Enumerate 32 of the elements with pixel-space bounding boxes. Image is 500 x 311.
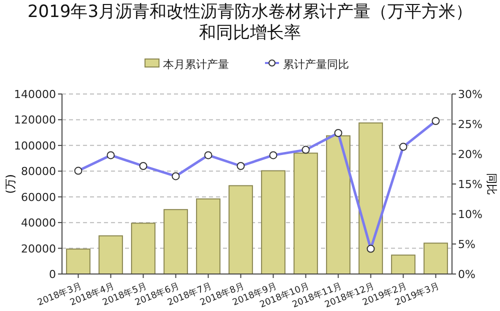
bar (228, 185, 253, 274)
bar (66, 248, 90, 274)
y2-tick-label: 20% (458, 148, 482, 161)
y-tick-label: 120000 (14, 114, 56, 127)
bar (358, 122, 383, 274)
bar (261, 170, 286, 274)
y-tick-label: 20000 (21, 242, 56, 256)
y2-tick-label: 10% (458, 208, 482, 221)
legend-label: 本月累计产量 (163, 58, 229, 71)
y-tick-label: 140000 (14, 88, 56, 101)
legend-label: 累计产量同比 (283, 58, 349, 71)
bar (294, 152, 318, 274)
y-axis-title: (万) (4, 174, 17, 194)
chart-title: 2019年3月沥青和改性沥青防水卷材累计产量（万平方米）和同比增长率 (26, 2, 474, 44)
bar (424, 242, 448, 274)
bar (391, 254, 416, 274)
bar (98, 235, 123, 274)
y-tick-label: 0 (49, 268, 56, 281)
y-tick-label: 40000 (21, 216, 56, 230)
y-tick-label: 80000 (21, 165, 56, 178)
y2-tick-label: 5% (458, 238, 476, 251)
y2-tick-label: 0% (458, 268, 476, 281)
bar (326, 135, 350, 274)
y-tick-label: 60000 (21, 190, 56, 204)
y-tick-label: 100000 (14, 139, 56, 152)
y2-tick-label: 30% (458, 88, 482, 101)
bar (196, 198, 220, 274)
y2-tick-label: 15% (458, 178, 482, 191)
bar (131, 222, 156, 274)
y2-axis-title: 同比 (485, 173, 498, 195)
y2-tick-label: 25% (458, 118, 482, 131)
bar (164, 209, 188, 274)
